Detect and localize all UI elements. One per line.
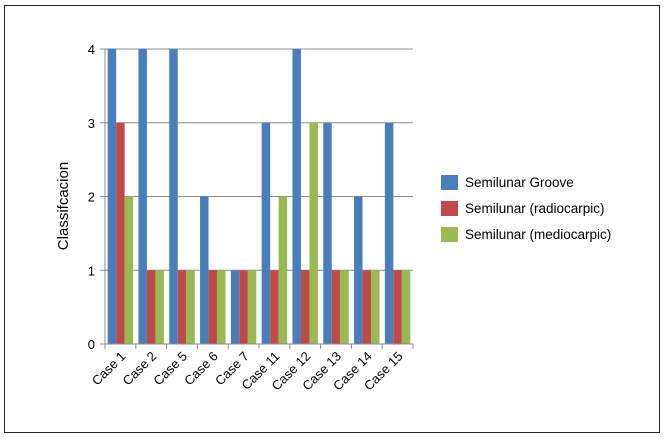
bar	[186, 270, 195, 344]
bar	[261, 122, 271, 344]
bar	[331, 270, 341, 344]
legend-swatch	[441, 227, 458, 242]
bar	[146, 270, 156, 344]
bar	[116, 122, 125, 344]
bar	[309, 122, 318, 344]
x-tick-label: Case 6	[181, 349, 221, 389]
bar	[138, 49, 147, 344]
bar	[362, 270, 372, 344]
legend: Semilunar Groove Semilunar (radiocarpic) S…	[441, 175, 611, 242]
y-tick-label: 1	[88, 263, 95, 278]
bar	[124, 196, 134, 344]
bar	[217, 270, 226, 344]
x-tick-label: Case 1	[89, 349, 129, 389]
bar	[340, 270, 349, 344]
bar	[354, 196, 363, 344]
bar	[323, 122, 332, 344]
bar	[230, 270, 240, 344]
bar	[292, 49, 301, 344]
legend-swatch	[441, 175, 458, 190]
bar	[384, 122, 394, 344]
legend-label: Semilunar (mediocarpic)	[465, 227, 611, 242]
bar	[208, 270, 218, 344]
x-tick-label: Case 2	[120, 349, 160, 389]
grid-lines	[105, 48, 413, 271]
bar	[278, 196, 288, 344]
legend-label: Semilunar (radiocarpic)	[465, 201, 605, 216]
y-tick-label: 3	[88, 116, 95, 131]
bar	[270, 270, 279, 344]
bar	[300, 270, 310, 344]
bar	[401, 270, 411, 344]
y-axis-title: Classifcacion	[55, 162, 72, 250]
bar	[200, 196, 209, 344]
legend-swatch	[441, 201, 458, 216]
bar	[155, 270, 164, 344]
bar	[247, 270, 257, 344]
bars	[107, 49, 411, 344]
bar	[371, 270, 380, 344]
bar	[177, 270, 187, 344]
bar	[107, 49, 117, 344]
bar	[393, 270, 402, 344]
legend-label: Semilunar Groove	[465, 175, 574, 190]
y-tick-label: 4	[88, 42, 95, 57]
x-tick-label: Case 5	[150, 349, 190, 389]
bar	[239, 270, 248, 344]
bar	[169, 49, 178, 344]
y-tick-label: 2	[88, 190, 95, 205]
y-tick-label: 0	[88, 337, 95, 352]
